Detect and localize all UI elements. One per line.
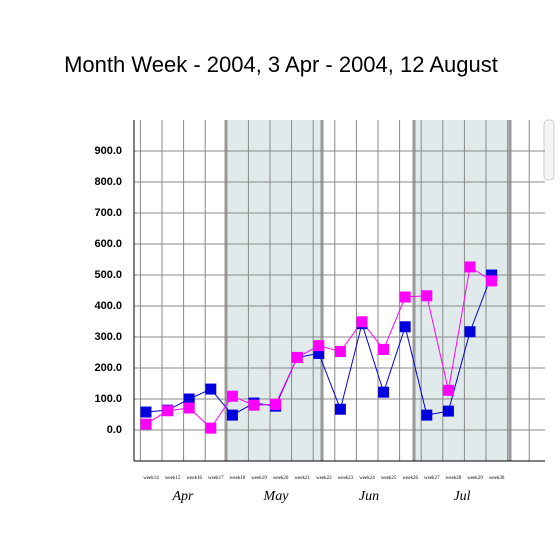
y-tick-label: 100.0 xyxy=(94,393,122,405)
y-tick-label: 0.0 xyxy=(107,424,122,436)
x-tick-label: week30 xyxy=(489,476,505,481)
point xyxy=(140,418,152,430)
month-label: Jul xyxy=(453,489,470,504)
y-tick-label: 900.0 xyxy=(94,145,122,157)
x-tick-label: week29 xyxy=(467,476,483,481)
point xyxy=(270,398,282,410)
x-tick-label: week15 xyxy=(165,476,181,481)
y-tick-label: 300.0 xyxy=(94,331,122,343)
y-tick-label: 600.0 xyxy=(94,238,122,250)
y-tick-label: 700.0 xyxy=(94,207,122,219)
x-tick-label: week18 xyxy=(230,476,246,481)
x-tick-label: week21 xyxy=(294,476,310,481)
x-tick-label: week23 xyxy=(338,476,354,481)
x-tick-label: week14 xyxy=(143,476,159,481)
y-tick-label: 500.0 xyxy=(94,269,122,281)
point xyxy=(291,351,303,363)
point xyxy=(313,347,325,359)
point xyxy=(140,406,152,418)
month-label: May xyxy=(263,489,290,504)
x-tick-label: week27 xyxy=(424,476,440,481)
point xyxy=(356,316,368,328)
point xyxy=(486,269,498,281)
point xyxy=(442,405,454,417)
point xyxy=(486,275,498,287)
point xyxy=(399,321,411,333)
x-tick-label: week25 xyxy=(381,476,397,481)
x-tick-label: week19 xyxy=(251,476,267,481)
point xyxy=(334,403,346,415)
point xyxy=(226,390,238,402)
month-label: Jun xyxy=(359,489,379,504)
x-tick-label: week20 xyxy=(273,476,289,481)
point xyxy=(334,346,346,358)
x-tick-label: week24 xyxy=(359,476,375,481)
y-tick-label: 200.0 xyxy=(94,362,122,374)
scroll-handle[interactable] xyxy=(543,119,555,181)
x-tick-label: week17 xyxy=(208,476,224,481)
x-tick-label: week16 xyxy=(186,476,202,481)
point xyxy=(248,399,260,411)
point xyxy=(226,409,238,421)
x-tick-label: week26 xyxy=(402,476,418,481)
point xyxy=(205,383,217,395)
point xyxy=(421,409,433,421)
chart-title: Month Week - 2004, 3 Apr - 2004, 12 Augu… xyxy=(64,52,498,77)
point xyxy=(442,384,454,396)
point xyxy=(378,343,390,355)
point xyxy=(464,261,476,273)
point xyxy=(313,340,325,352)
point xyxy=(183,402,195,414)
point xyxy=(399,291,411,303)
month-label: Apr xyxy=(172,489,195,504)
point xyxy=(205,422,217,434)
point xyxy=(421,290,433,302)
x-tick-label: week22 xyxy=(316,476,332,481)
y-tick-label: 400.0 xyxy=(94,300,122,312)
y-tick-label: 800.0 xyxy=(94,176,122,188)
x-tick-label: week28 xyxy=(446,476,462,481)
point xyxy=(183,393,195,405)
point xyxy=(378,386,390,398)
point xyxy=(464,326,476,338)
point xyxy=(162,405,174,417)
